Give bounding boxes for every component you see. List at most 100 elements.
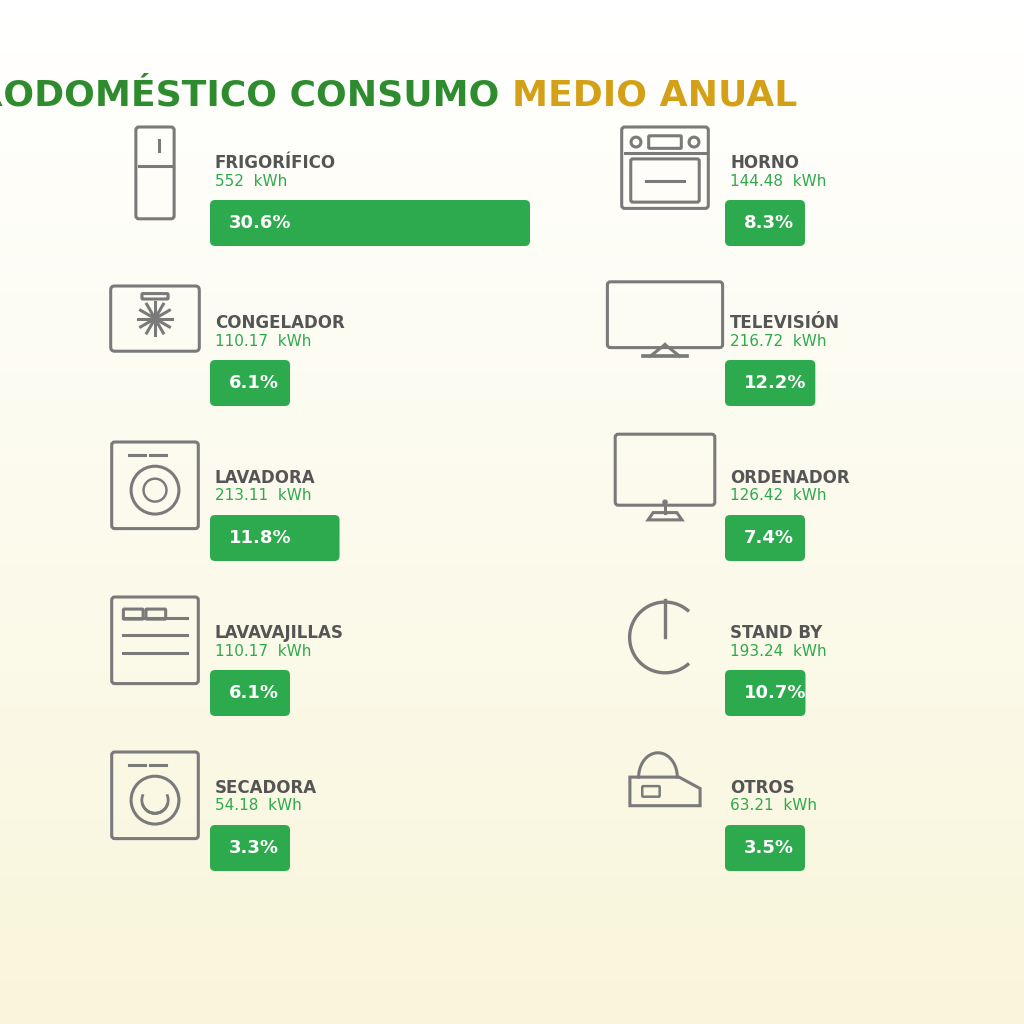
Bar [0,546,1024,550]
Text: TELEVISIÓN: TELEVISIÓN [730,314,840,332]
Bar [0,683,1024,686]
Bar [0,75,1024,79]
Bar [0,499,1024,502]
Bar [0,382,1024,386]
Text: 12.2%: 12.2% [744,374,807,392]
Bar [0,20,1024,24]
Bar [0,304,1024,307]
Bar [0,140,1024,143]
FancyBboxPatch shape [725,515,805,561]
Bar [0,959,1024,963]
Bar [0,399,1024,402]
Bar [0,331,1024,335]
Bar [0,376,1024,379]
Bar [0,658,1024,663]
Bar [0,904,1024,908]
Bar [0,560,1024,563]
Bar [0,765,1024,768]
Bar [0,853,1024,857]
Bar [0,929,1024,932]
Text: 110.17  kWh: 110.17 kWh [215,334,311,348]
Bar [0,792,1024,796]
Bar [0,522,1024,525]
Bar [0,345,1024,348]
Text: 63.21  kWh: 63.21 kWh [730,799,817,813]
Bar [0,300,1024,304]
Bar [0,536,1024,540]
Bar [0,768,1024,771]
Bar [0,184,1024,187]
Bar [0,492,1024,495]
Bar [0,679,1024,683]
Text: 6.1%: 6.1% [229,374,279,392]
Bar [0,120,1024,123]
Bar [0,881,1024,884]
Text: 126.42  kWh: 126.42 kWh [730,488,826,504]
Bar [0,873,1024,878]
Bar [0,891,1024,894]
Bar [0,79,1024,82]
Bar [0,529,1024,532]
Bar [0,648,1024,652]
Bar [0,495,1024,499]
Bar [0,205,1024,208]
Bar [0,478,1024,481]
Bar [0,10,1024,13]
Bar [0,243,1024,246]
Bar [0,191,1024,195]
Bar [0,1007,1024,1011]
Bar [0,540,1024,543]
Bar [0,89,1024,92]
Bar [0,734,1024,737]
Bar [0,714,1024,717]
Text: 6.1%: 6.1% [229,684,279,702]
Bar [0,740,1024,744]
Bar [0,761,1024,765]
Bar [0,379,1024,382]
Bar [0,635,1024,638]
Bar [0,847,1024,850]
Bar [0,509,1024,512]
Bar [0,146,1024,151]
Bar [0,290,1024,294]
Text: 144.48  kWh: 144.48 kWh [730,173,826,188]
Text: 10.7%: 10.7% [744,684,807,702]
Bar [0,474,1024,478]
Bar [0,212,1024,215]
Bar [0,61,1024,65]
Bar [0,461,1024,464]
Text: LAVAVAJILLAS: LAVAVAJILLAS [215,624,344,642]
Bar [0,788,1024,792]
Bar [0,24,1024,28]
Bar [0,72,1024,75]
Bar [0,215,1024,218]
Bar [0,236,1024,239]
Bar [0,171,1024,174]
Bar [0,857,1024,860]
Bar [0,812,1024,816]
Bar [0,710,1024,714]
Bar [0,655,1024,658]
Bar [0,3,1024,7]
FancyBboxPatch shape [210,670,290,716]
Bar [0,860,1024,863]
Bar [0,430,1024,433]
FancyBboxPatch shape [725,825,805,871]
Bar [0,157,1024,161]
Bar [0,51,1024,54]
Bar [0,447,1024,451]
Bar [0,525,1024,529]
Bar [0,484,1024,488]
Bar [0,372,1024,376]
Bar [0,187,1024,191]
Bar [0,280,1024,284]
Bar [0,317,1024,321]
Bar [0,310,1024,314]
Bar [0,48,1024,51]
Bar [0,806,1024,809]
FancyBboxPatch shape [725,200,805,246]
Bar [0,361,1024,366]
Text: SECADORA: SECADORA [215,779,317,797]
Bar [0,693,1024,696]
Bar [0,799,1024,802]
